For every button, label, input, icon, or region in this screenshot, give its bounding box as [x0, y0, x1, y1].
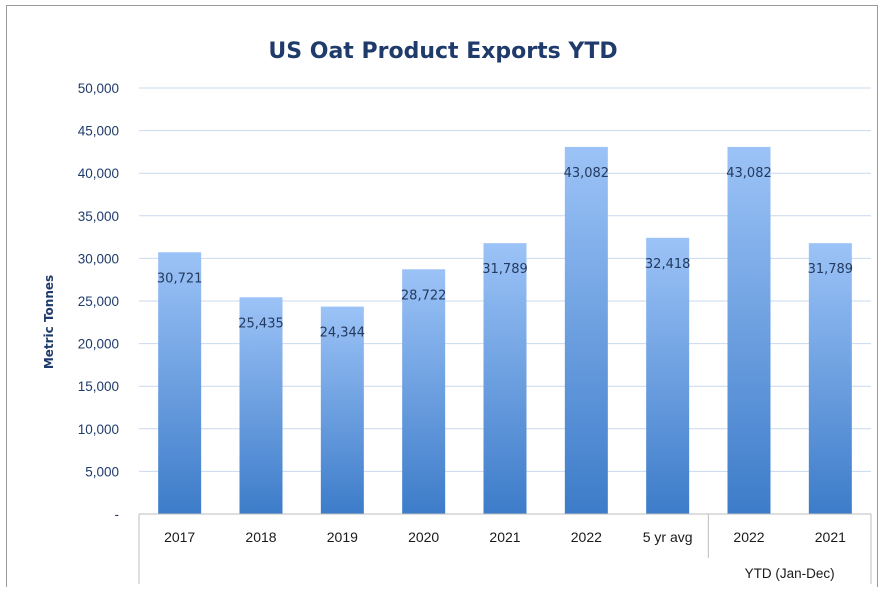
data-label: 31,789 [808, 262, 854, 277]
y-tick-label: 10,000 [78, 422, 119, 437]
bar [646, 237, 690, 514]
bar [320, 306, 364, 514]
data-label: 28,722 [401, 288, 447, 303]
x-tick-label: 5 yr avg [643, 529, 693, 545]
chart-area: US Oat Product Exports YTD Metric Tonnes… [6, 5, 878, 587]
bar [158, 252, 202, 514]
y-tick-label: 25,000 [78, 294, 119, 309]
data-label: 31,789 [482, 262, 528, 277]
y-axis-ticks: - 5,000 10,000 15,000 20,000 25,000 30,000 35,0… [78, 81, 119, 522]
data-label: 24,344 [320, 326, 366, 341]
data-labels: 30,721 25,435 24,344 28,722 31,789 43,082 32,4… [157, 166, 853, 341]
y-tick-label: 50,000 [78, 81, 119, 96]
x-tick-label: 2017 [164, 529, 195, 545]
data-label: 43,082 [564, 166, 610, 181]
bar [808, 243, 852, 514]
y-tick-label: 15,000 [78, 379, 119, 394]
data-label: 25,435 [238, 316, 284, 331]
x-axis: 2017 2018 2019 2020 2021 2022 5 yr avg 2022 2021 [138, 513, 872, 584]
data-label: 32,418 [645, 257, 691, 272]
bar [239, 297, 283, 514]
y-tick-label: 35,000 [78, 209, 119, 224]
bar-chart: US Oat Product Exports YTD Metric Tonnes… [42, 39, 872, 584]
x-tick-label: 2019 [327, 529, 358, 545]
chart-title: US Oat Product Exports YTD [268, 39, 617, 64]
y-tick-label: 30,000 [78, 251, 119, 266]
data-label: 43,082 [726, 166, 772, 181]
y-tick-label: 20,000 [78, 337, 119, 352]
y-tick-label: 45,000 [78, 124, 119, 139]
y-axis-label: Metric Tonnes [42, 275, 56, 369]
x-tick-label: 2022 [733, 529, 764, 545]
bar [727, 146, 771, 515]
x-tick-label: 2020 [408, 529, 439, 545]
bar [483, 243, 527, 514]
x-tick-label: 2022 [571, 529, 602, 545]
y-tick-label: 5,000 [85, 464, 119, 479]
bars [158, 146, 852, 515]
y-tick-label: 40,000 [78, 166, 119, 181]
bar [402, 269, 446, 514]
data-label: 30,721 [157, 271, 203, 286]
y-tick-label: - [115, 507, 120, 522]
x-tick-label: 2021 [489, 529, 520, 545]
bar [564, 146, 608, 515]
x-tick-label: 2021 [815, 529, 846, 545]
x-tick-label: 2018 [245, 529, 276, 545]
category-group-label: YTD (Jan-Dec) [745, 566, 835, 581]
